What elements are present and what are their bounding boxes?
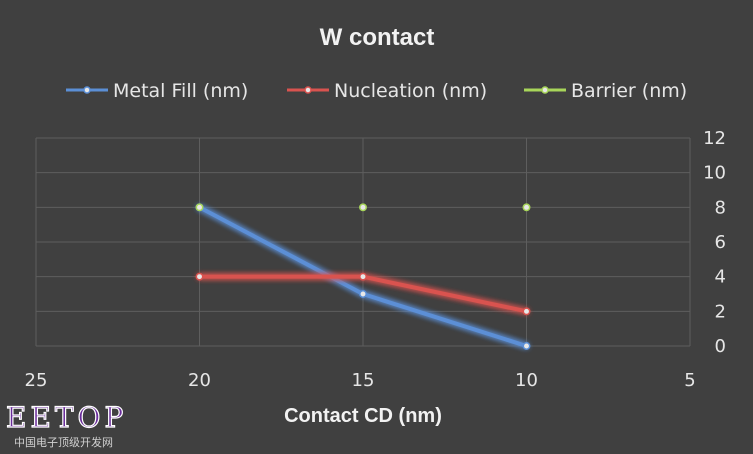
x-tick-label: 10 [515, 370, 538, 391]
x-axis-title: Contact CD (nm) [284, 405, 442, 427]
legend-marker [304, 86, 312, 94]
y-tick-label: 8 [715, 197, 726, 218]
gridlines [35, 137, 691, 347]
x-tick-label: 15 [352, 370, 375, 391]
data-point [522, 342, 531, 350]
legend: Metal Fill (nm) Nucleation (nm) Barrier (n… [66, 80, 687, 102]
y-axis-ticks: 0 2 4 6 8 10 12 [703, 128, 726, 357]
legend-item: Nucleation (nm) [287, 80, 487, 102]
series-group [195, 272, 531, 316]
series-group [195, 203, 531, 350]
data-point [359, 272, 367, 281]
series-group [195, 203, 531, 212]
legend-item: Metal Fill (nm) [66, 80, 248, 102]
x-tick-label: 20 [188, 370, 211, 391]
data-point [522, 203, 531, 212]
legend-item: Barrier (nm) [524, 80, 687, 102]
data-point [195, 272, 204, 281]
y-tick-label: 0 [715, 336, 726, 357]
data-point [195, 203, 204, 212]
y-tick-label: 12 [703, 128, 726, 149]
watermark-logo: EETOP [6, 401, 127, 434]
x-axis-ticks: 25 20 15 10 5 [25, 370, 696, 391]
x-tick-label: 5 [684, 370, 695, 391]
y-tick-label: 4 [715, 267, 726, 288]
y-tick-label: 10 [703, 163, 726, 184]
data-point [522, 307, 531, 316]
legend-marker [541, 86, 549, 94]
chart-title: W contact [320, 24, 435, 51]
data-point [359, 203, 367, 212]
watermark-caption: 中国电子顶级开发网 [14, 435, 113, 449]
x-tick-label: 25 [25, 370, 48, 391]
legend-marker [83, 86, 91, 94]
legend-label: Barrier (nm) [571, 80, 687, 102]
y-tick-label: 6 [715, 232, 726, 253]
legend-label: Metal Fill (nm) [113, 80, 248, 102]
y-tick-label: 2 [715, 301, 726, 322]
legend-label: Nucleation (nm) [334, 80, 487, 102]
data-point [359, 290, 367, 298]
